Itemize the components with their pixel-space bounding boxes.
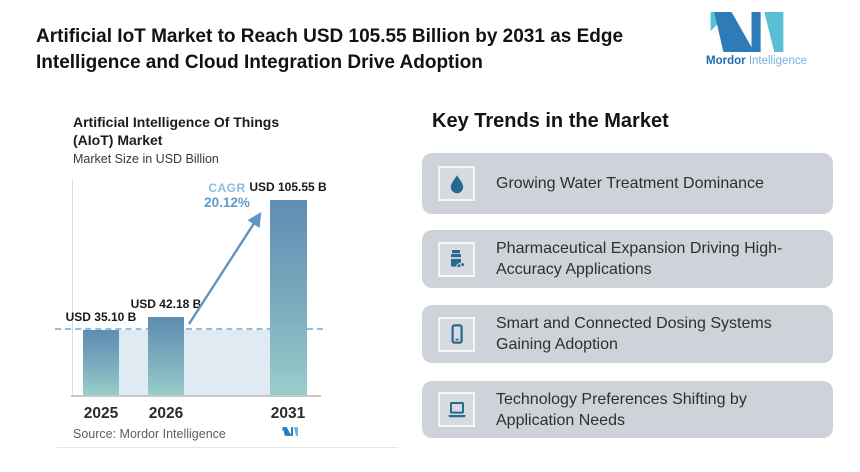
trend-card-water-treatment: Growing Water Treatment Dominance: [422, 153, 833, 214]
mordor-intelligence-logo: Mordor Intelligence: [706, 12, 826, 67]
mordor-logo-icon: [710, 12, 784, 52]
trend-card-pharmaceutical: Pharmaceutical Expansion Driving High-Ac…: [422, 230, 833, 288]
bar-value-label: USD 105.55 B: [249, 180, 327, 194]
cagr-value: 20.12%: [204, 195, 250, 210]
trend-card-dosing-systems: Smart and Connected Dosing Systems Gaini…: [422, 305, 833, 363]
x-axis-tick-label: 2026: [148, 405, 184, 422]
pill-bottle-icon: [450, 250, 465, 269]
x-axis-tick-label: 2025: [83, 405, 119, 422]
trend-text: Pharmaceutical Expansion Driving High-Ac…: [496, 240, 783, 278]
laptop-icon: [448, 401, 465, 417]
chart-title-line2: (AIoT) Market: [73, 132, 163, 148]
water-drop-icon: [450, 174, 463, 193]
bar: [270, 200, 307, 395]
page-title-line1: Artificial IoT Market to Reach USD 105.5…: [36, 26, 624, 47]
chart-title-line1: Artificial Intelligence Of Things: [73, 114, 280, 130]
panel-divider: [57, 447, 398, 448]
logo-brand-light: Intelligence: [748, 55, 807, 67]
page-title-line2: Intelligence and Cloud Integration Drive…: [36, 52, 483, 73]
bar-value-label: USD 42.18 B: [130, 297, 202, 311]
bar-group-2031: USD 105.55 B 2031: [243, 180, 333, 422]
x-axis-tick-label: 2031: [270, 405, 306, 422]
page-title: Artificial IoT Market to Reach USD 105.5…: [36, 24, 623, 76]
trend-text: Technology Preferences Shifting by Appli…: [496, 390, 747, 429]
bar-chart-plot: USD 35.10 B 2025 USD 42.18 B 2026 USD 10…: [55, 179, 327, 422]
chart-title: Artificial Intelligence Of Things (AIoT)…: [73, 113, 279, 149]
market-chart-panel: Artificial Intelligence Of Things (AIoT)…: [55, 103, 398, 453]
trend-card-technology-preferences: Technology Preferences Shifting by Appli…: [422, 381, 833, 438]
trend-icon-box: [438, 166, 475, 201]
highlight-band: [83, 330, 307, 395]
trend-text: Smart and Connected Dosing Systems Gaini…: [496, 315, 772, 353]
bar-group-2025: USD 35.10 B 2025: [56, 195, 146, 422]
cagr-label: CAGR: [208, 181, 246, 195]
logo-wordmark: Mordor Intelligence: [706, 55, 826, 67]
bar-group-2026: USD 42.18 B 2026: [121, 195, 211, 422]
source-attribution: Source: Mordor Intelligence: [73, 427, 226, 441]
trend-icon-box: [438, 392, 475, 427]
mordor-mini-logo-icon: [282, 427, 298, 436]
x-axis-line: [71, 395, 321, 397]
trend-text: Growing Water Treatment Dominance: [496, 175, 764, 192]
key-trends-heading: Key Trends in the Market: [432, 110, 669, 132]
reference-dashed-line: [55, 328, 323, 330]
logo-brand-bold: Mordor: [706, 55, 746, 67]
cagr-annotation: CAGR 20.12%: [195, 181, 259, 210]
chart-subtitle: Market Size in USD Billion: [73, 152, 219, 166]
bar-value-label: USD 35.10 B: [65, 310, 137, 324]
bar: [83, 330, 119, 395]
trend-icon-box: [438, 316, 475, 352]
y-axis-line: [72, 179, 73, 395]
trend-icon-box: [438, 241, 475, 277]
smartphone-icon: [450, 324, 463, 344]
bar: [148, 317, 184, 395]
